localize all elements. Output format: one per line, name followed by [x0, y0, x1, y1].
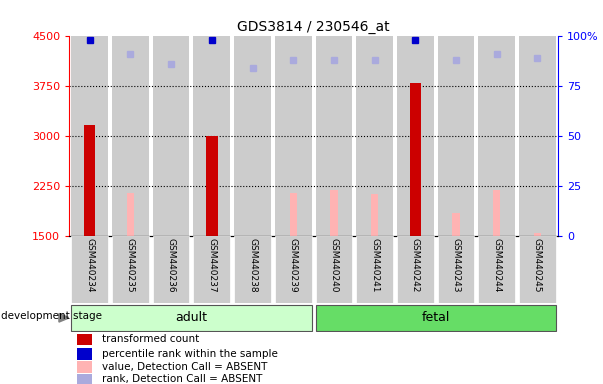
Bar — [127, 193, 134, 236]
Text: GSM440240: GSM440240 — [329, 238, 338, 293]
Bar — [478, 36, 515, 236]
Bar — [519, 236, 556, 303]
Text: GSM440237: GSM440237 — [207, 238, 216, 293]
Bar — [356, 236, 393, 303]
Bar — [315, 236, 352, 303]
Bar — [356, 36, 393, 236]
Bar — [534, 233, 541, 236]
Bar — [206, 136, 218, 236]
Text: development stage: development stage — [1, 311, 101, 321]
Text: fetal: fetal — [421, 311, 450, 324]
Text: GSM440243: GSM440243 — [452, 238, 461, 293]
Bar — [194, 236, 230, 303]
Bar — [84, 125, 95, 236]
Bar — [438, 236, 475, 303]
Text: value, Detection Call = ABSENT: value, Detection Call = ABSENT — [103, 362, 268, 372]
Bar — [112, 36, 149, 236]
Text: GSM440238: GSM440238 — [248, 238, 257, 293]
Bar — [397, 36, 434, 236]
Bar — [77, 374, 92, 384]
Text: GSM440244: GSM440244 — [492, 238, 501, 293]
Bar — [409, 83, 421, 236]
Bar — [438, 36, 475, 236]
Text: GSM440235: GSM440235 — [126, 238, 135, 293]
Bar — [77, 334, 92, 345]
Bar — [315, 36, 352, 236]
Bar — [275, 236, 312, 303]
Bar — [330, 190, 338, 236]
Text: GSM440234: GSM440234 — [85, 238, 94, 293]
Text: GSM440239: GSM440239 — [289, 238, 298, 293]
Text: rank, Detection Call = ABSENT: rank, Detection Call = ABSENT — [103, 374, 263, 384]
Bar — [194, 36, 230, 236]
Text: GSM440236: GSM440236 — [166, 238, 175, 293]
Text: percentile rank within the sample: percentile rank within the sample — [103, 349, 278, 359]
Bar — [452, 213, 459, 236]
Bar — [234, 36, 271, 236]
Bar — [493, 190, 500, 236]
Bar — [315, 305, 556, 331]
Bar — [275, 36, 312, 236]
Text: transformed count: transformed count — [103, 334, 200, 344]
Bar — [77, 348, 92, 360]
Bar — [153, 236, 189, 303]
Title: GDS3814 / 230546_at: GDS3814 / 230546_at — [237, 20, 390, 34]
Text: GSM440241: GSM440241 — [370, 238, 379, 293]
Bar — [77, 361, 92, 372]
Text: adult: adult — [175, 311, 207, 324]
Bar — [71, 305, 312, 331]
Text: GSM440245: GSM440245 — [533, 238, 542, 293]
Bar — [153, 36, 189, 236]
Bar — [71, 236, 108, 303]
Bar — [71, 36, 108, 236]
Bar — [289, 193, 297, 236]
Bar — [112, 236, 149, 303]
Bar — [397, 236, 434, 303]
Bar — [371, 194, 378, 236]
Text: GSM440242: GSM440242 — [411, 238, 420, 293]
Bar — [519, 36, 556, 236]
Bar — [234, 236, 271, 303]
Bar — [478, 236, 515, 303]
Polygon shape — [59, 313, 69, 322]
